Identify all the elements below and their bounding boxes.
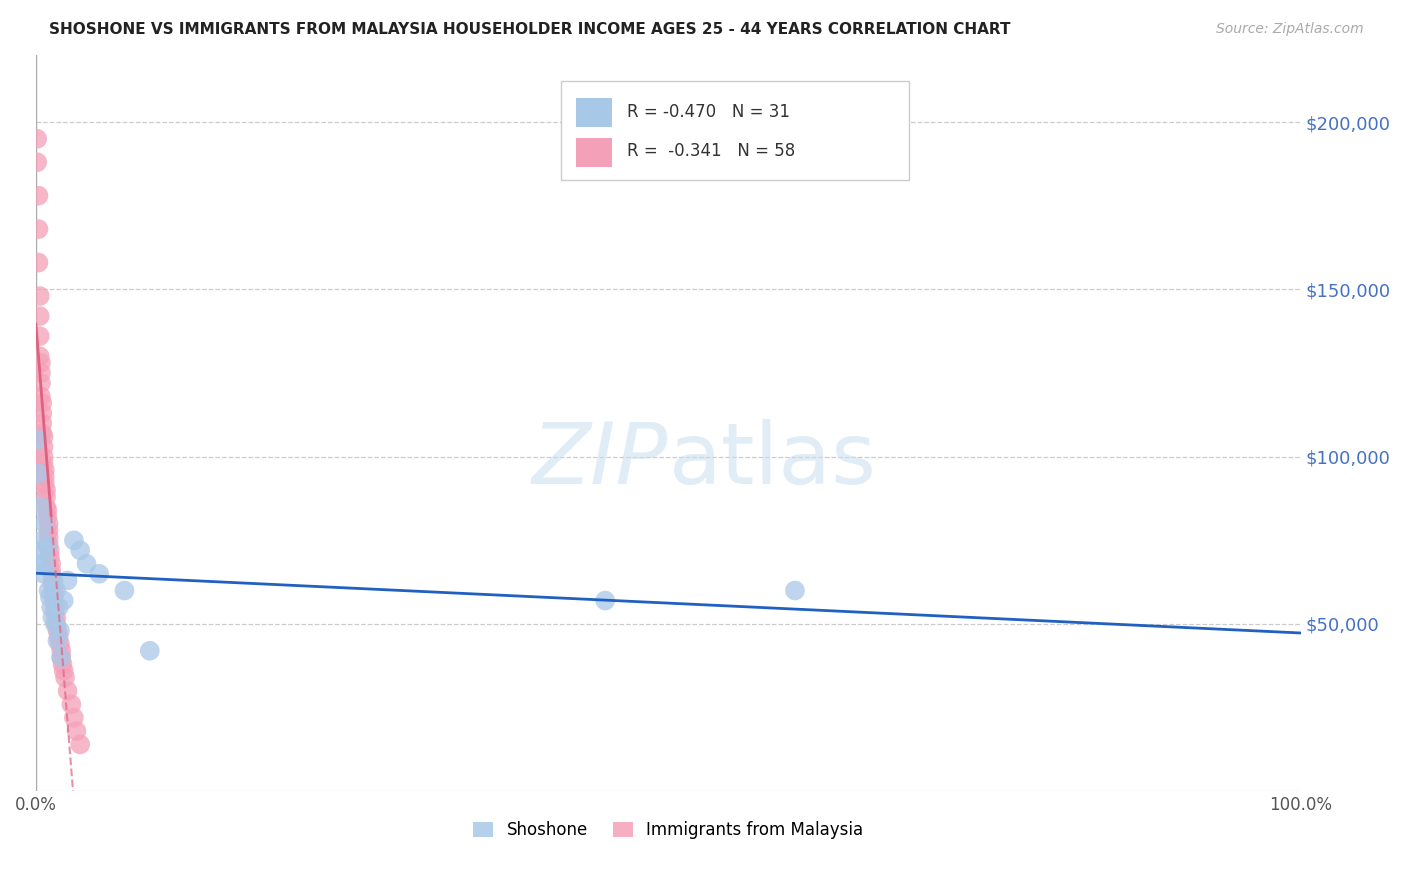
Point xyxy=(41,610,63,624)
Point xyxy=(31,533,53,548)
Point xyxy=(28,309,51,323)
Point xyxy=(44,617,66,632)
Point xyxy=(31,543,53,558)
Point xyxy=(37,503,59,517)
Point xyxy=(27,222,49,236)
Point xyxy=(52,593,75,607)
Text: R = -0.470   N = 31: R = -0.470 N = 31 xyxy=(627,103,790,120)
Point xyxy=(52,664,75,678)
Point xyxy=(35,557,58,571)
Point xyxy=(49,624,72,638)
Point xyxy=(49,637,72,651)
Point xyxy=(32,566,55,581)
Point xyxy=(30,366,52,380)
Point xyxy=(30,389,52,403)
Text: SHOSHONE VS IMMIGRANTS FROM MALAYSIA HOUSEHOLDER INCOME AGES 25 - 44 YEARS CORRE: SHOSHONE VS IMMIGRANTS FROM MALAYSIA HOU… xyxy=(49,22,1011,37)
Point xyxy=(76,557,98,571)
Point xyxy=(45,610,67,624)
Point xyxy=(593,593,616,607)
Point xyxy=(38,536,60,550)
Point xyxy=(44,597,66,611)
Point xyxy=(63,533,86,548)
Point xyxy=(63,711,86,725)
Point xyxy=(25,433,48,447)
Point xyxy=(38,549,60,564)
Point xyxy=(69,738,91,752)
Point xyxy=(31,406,53,420)
Point xyxy=(38,543,60,558)
Point xyxy=(28,289,51,303)
Text: ZIP: ZIP xyxy=(533,418,668,501)
Point xyxy=(38,583,60,598)
Point xyxy=(25,155,48,169)
Point xyxy=(56,684,79,698)
Point xyxy=(35,490,58,504)
Point xyxy=(65,724,87,739)
Point xyxy=(31,426,53,441)
Text: atlas: atlas xyxy=(668,418,876,501)
Legend: Shoshone, Immigrants from Malaysia: Shoshone, Immigrants from Malaysia xyxy=(467,814,870,846)
Point xyxy=(39,563,62,577)
Point xyxy=(69,543,91,558)
Text: R =  -0.341   N = 58: R = -0.341 N = 58 xyxy=(627,142,794,160)
Point xyxy=(27,467,49,481)
Point xyxy=(30,376,52,390)
FancyBboxPatch shape xyxy=(561,81,908,180)
Point xyxy=(39,557,62,571)
Point xyxy=(51,657,73,672)
Point xyxy=(34,516,56,531)
Point xyxy=(48,631,70,645)
Point xyxy=(60,698,83,712)
Point xyxy=(28,557,51,571)
FancyBboxPatch shape xyxy=(576,98,612,128)
Point xyxy=(38,516,60,531)
Point xyxy=(44,604,66,618)
Point xyxy=(35,500,58,514)
Point xyxy=(42,583,65,598)
Point xyxy=(32,440,55,454)
Point xyxy=(32,429,55,443)
Point xyxy=(37,540,59,554)
Point xyxy=(42,574,65,588)
Point xyxy=(139,644,162,658)
Point xyxy=(114,583,136,598)
Point xyxy=(31,396,53,410)
FancyBboxPatch shape xyxy=(576,138,612,167)
Point xyxy=(37,509,59,524)
Point xyxy=(34,476,56,491)
Point xyxy=(41,577,63,591)
Point xyxy=(46,624,69,638)
Point xyxy=(42,591,65,605)
Point xyxy=(53,671,76,685)
Text: Source: ZipAtlas.com: Source: ZipAtlas.com xyxy=(1216,22,1364,37)
Point xyxy=(51,650,73,665)
Point xyxy=(46,633,69,648)
Point xyxy=(32,456,55,470)
Point xyxy=(30,500,52,514)
Point xyxy=(39,600,62,615)
Point xyxy=(30,356,52,370)
Point xyxy=(38,591,60,605)
Point xyxy=(783,583,806,598)
Point xyxy=(56,574,79,588)
Point xyxy=(28,349,51,363)
Point xyxy=(32,450,55,464)
Point xyxy=(51,650,73,665)
Point xyxy=(51,644,73,658)
Point xyxy=(45,583,67,598)
Point xyxy=(34,463,56,477)
Point xyxy=(45,617,67,632)
Point xyxy=(34,469,56,483)
Point xyxy=(27,188,49,202)
Point xyxy=(35,483,58,497)
Point xyxy=(48,600,70,615)
Point xyxy=(31,416,53,430)
Point xyxy=(41,570,63,584)
Point xyxy=(28,329,51,343)
Point xyxy=(89,566,111,581)
Point xyxy=(38,523,60,537)
Point xyxy=(25,132,48,146)
Point xyxy=(38,530,60,544)
Point xyxy=(27,255,49,269)
